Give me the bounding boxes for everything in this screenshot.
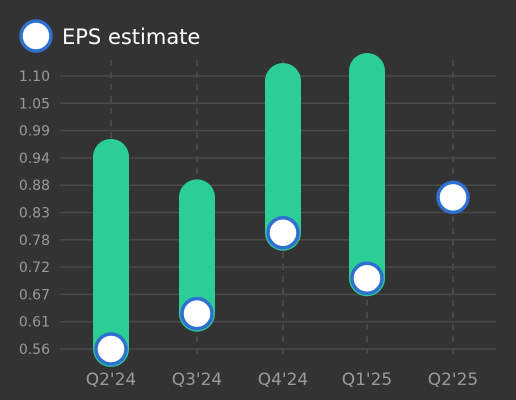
- eps-marker: [350, 261, 384, 295]
- range-bar: [179, 179, 215, 332]
- legend-marker-icon: [19, 19, 53, 53]
- eps-marker: [94, 332, 128, 366]
- eps-marker: [266, 215, 300, 250]
- y-tick-label: 0.67: [19, 287, 50, 303]
- y-tick-label: 0.72: [19, 260, 50, 276]
- x-tick-label: Q4'24: [258, 370, 309, 390]
- range-bars: [93, 52, 385, 367]
- y-tick-label: 0.78: [19, 233, 50, 249]
- eps-marker: [436, 180, 470, 215]
- eps-marker: [180, 296, 214, 331]
- x-tick-label: Q3'24: [172, 370, 223, 390]
- range-bar: [265, 63, 301, 251]
- y-tick-label: 0.99: [19, 124, 50, 140]
- y-tick-label: 1.05: [19, 96, 50, 112]
- y-tick-label: 0.56: [19, 342, 50, 358]
- y-axis-ticks: 0.56 0.61 0.67 0.72 0.78 0.83 0.88 0.94 0.99 1.05…: [19, 69, 50, 358]
- x-axis-ticks: Q2'24 Q3'24 Q4'24 Q1'25 Q2'25: [86, 370, 479, 390]
- x-tick-label: Q2'25: [428, 370, 479, 390]
- range-bar: [93, 138, 129, 367]
- y-tick-label: 0.61: [19, 315, 50, 331]
- legend: EPS estimate: [19, 19, 200, 53]
- x-tick-label: Q1'25: [342, 370, 393, 390]
- y-tick-label: 1.10: [19, 69, 50, 85]
- range-bar: [349, 52, 385, 297]
- y-tick-label: 0.83: [19, 206, 50, 222]
- x-tick-label: Q2'24: [86, 370, 137, 390]
- y-tick-label: 0.88: [19, 178, 50, 194]
- eps-markers: [94, 180, 470, 366]
- legend-label: EPS estimate: [62, 25, 200, 49]
- y-tick-label: 0.94: [19, 151, 50, 167]
